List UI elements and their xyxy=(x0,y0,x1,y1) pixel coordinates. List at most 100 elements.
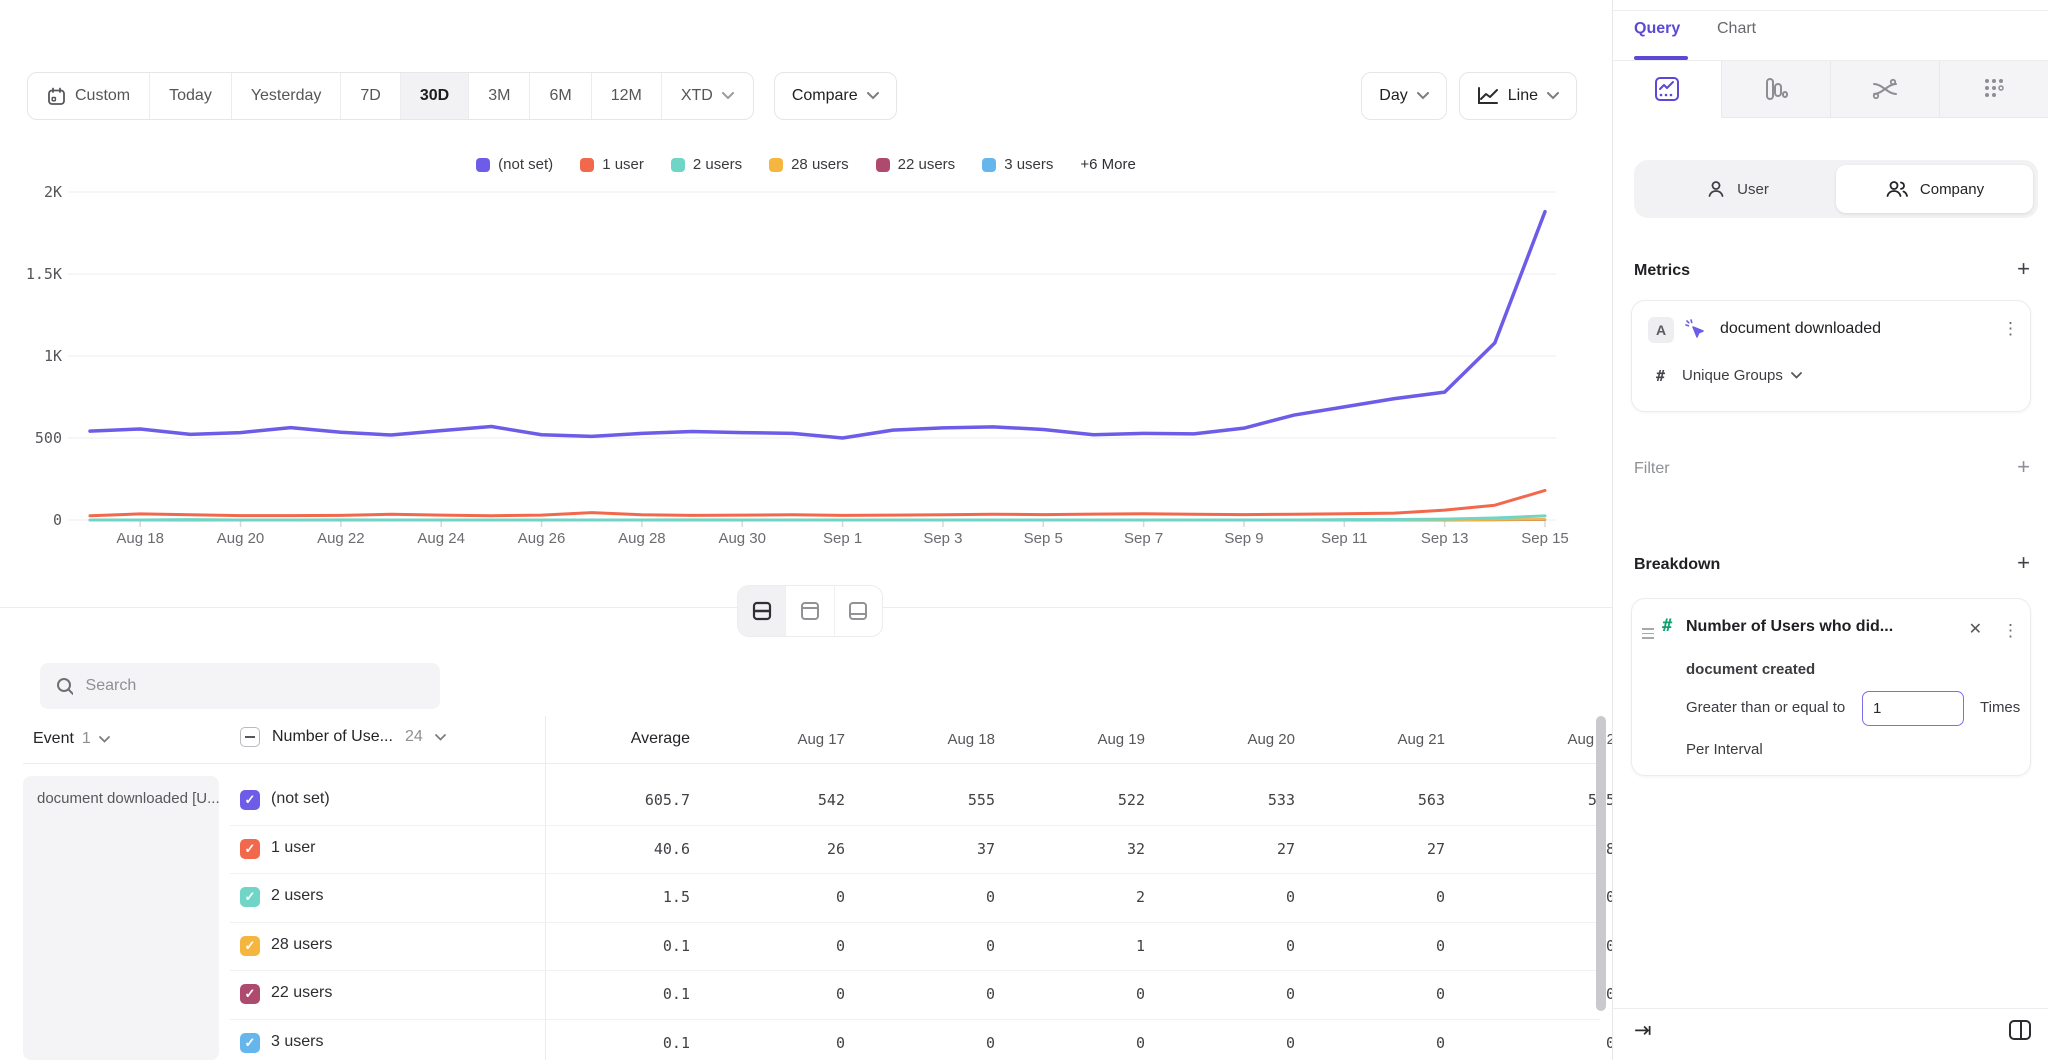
average-column-header: Average xyxy=(540,730,690,748)
flow-mode-icon xyxy=(1871,77,1899,101)
series-value: 0 xyxy=(1470,888,1612,906)
compare-button[interactable]: Compare xyxy=(774,72,897,120)
series-checkbox[interactable]: ✓ xyxy=(240,790,260,810)
remove-breakdown-button[interactable]: ✕ xyxy=(1969,619,1982,639)
series-checkbox[interactable]: ✓ xyxy=(240,887,260,907)
scope-company-label: Company xyxy=(1920,181,1984,198)
company-users-icon xyxy=(1885,179,1909,199)
breakdown-value-input[interactable] xyxy=(1862,691,1964,726)
add-filter-button[interactable]: + xyxy=(2017,456,2030,478)
table-row[interactable]: ✓1 user40.6263732272728 xyxy=(0,825,1612,873)
svg-text:0: 0 xyxy=(53,511,62,529)
series-checkbox[interactable]: ✓ xyxy=(240,1033,260,1053)
series-average: 40.6 xyxy=(540,840,690,858)
mode-flow-button[interactable] xyxy=(1831,61,1940,118)
layout-split-button[interactable] xyxy=(738,586,786,636)
series-checkbox[interactable]: ✓ xyxy=(240,839,260,859)
line-chart-mode-icon xyxy=(1654,76,1680,102)
series-value: 0 xyxy=(1320,937,1470,955)
range-12m-button[interactable]: 12M xyxy=(592,73,662,119)
metric-event-name: document downloaded xyxy=(1720,320,1881,338)
filter-heading: Filter xyxy=(1634,460,1670,478)
event-column-label: Event xyxy=(33,730,74,748)
layout-chart-top-button[interactable] xyxy=(786,586,834,636)
event-column-header[interactable]: Event 1 xyxy=(33,730,110,748)
breakdown-menu-button[interactable]: ⋮ xyxy=(2002,627,2016,635)
svg-text:1K: 1K xyxy=(44,347,62,365)
date-column-header: Aug 20 xyxy=(1170,731,1320,748)
range-3m-button[interactable]: 3M xyxy=(469,73,530,119)
series-value: 0 xyxy=(870,1034,1020,1052)
drag-handle-icon[interactable] xyxy=(1642,625,1654,642)
search-box[interactable] xyxy=(40,663,440,709)
chart-style-dropdown[interactable]: Line xyxy=(1459,72,1577,120)
range-7d-button[interactable]: 7D xyxy=(341,73,400,119)
table-vertical-scrollbar[interactable] xyxy=(1596,716,1606,1011)
chevron-down-icon xyxy=(1791,372,1802,379)
range-6m-button[interactable]: 6M xyxy=(530,73,591,119)
measure-dropdown[interactable]: Unique Groups xyxy=(1682,367,1802,384)
search-input[interactable] xyxy=(86,677,424,695)
tab-chart[interactable]: Chart xyxy=(1717,20,1756,38)
range-30d-button[interactable]: 30D xyxy=(401,73,469,119)
add-breakdown-button[interactable]: + xyxy=(2017,552,2030,574)
select-all-checkbox[interactable] xyxy=(240,727,260,747)
series-value: 27 xyxy=(1170,840,1320,858)
breakdown-card[interactable]: # Number of Users who did... ✕ ⋮ documen… xyxy=(1631,598,2031,776)
series-value: 0 xyxy=(1470,1034,1612,1052)
interval-label: Day xyxy=(1379,87,1407,105)
series-value: 0 xyxy=(1470,937,1612,955)
series-value: 27 xyxy=(1320,840,1470,858)
add-metric-button[interactable]: + xyxy=(2017,258,2030,280)
scope-company-button[interactable]: Company xyxy=(1836,165,2033,213)
collapse-panel-icon[interactable]: ⇥ xyxy=(1634,1018,1652,1043)
metric-menu-button[interactable]: ⋮ xyxy=(2002,325,2016,333)
layout-chart-bottom-button[interactable] xyxy=(835,586,882,636)
series-label: 1 user xyxy=(271,839,315,857)
svg-text:Aug 18: Aug 18 xyxy=(116,530,164,547)
series-average: 0.1 xyxy=(540,985,690,1003)
date-column-header: Aug 17 xyxy=(720,731,870,748)
series-value: 2 xyxy=(1020,888,1170,906)
range-label: XTD xyxy=(681,87,713,105)
chevron-down-icon xyxy=(867,92,879,100)
series-value: 32 xyxy=(1020,840,1170,858)
range-label: 3M xyxy=(488,87,510,105)
breakdown-hash-icon: # xyxy=(1662,616,1672,636)
table-row[interactable]: ✓28 users0.1001000 xyxy=(0,922,1612,970)
range-today-button[interactable]: Today xyxy=(150,73,232,119)
svg-text:Sep 3: Sep 3 xyxy=(923,530,962,547)
series-label: 3 users xyxy=(271,1033,323,1051)
svg-text:Aug 24: Aug 24 xyxy=(417,530,465,547)
chevron-down-icon xyxy=(435,734,446,741)
user-icon xyxy=(1706,179,1726,199)
range-custom-button[interactable]: Custom xyxy=(28,73,150,119)
svg-text:Sep 15: Sep 15 xyxy=(1521,530,1569,547)
table-row[interactable]: ✓22 users0.1000000 xyxy=(0,970,1612,1018)
svg-text:Aug 30: Aug 30 xyxy=(718,530,766,547)
mode-line-chart-button[interactable] xyxy=(1613,61,1722,118)
mode-grid-button[interactable] xyxy=(1940,61,2048,118)
table-row[interactable]: ✓(not set)605.7542555522533563535 xyxy=(0,776,1612,824)
toggle-side-panel-icon[interactable] xyxy=(2008,1018,2032,1042)
query-panel: Query Chart xyxy=(1612,0,2048,1060)
series-value: 28 xyxy=(1470,840,1612,858)
date-range-group: CustomToday Yesterday 7D 30D 3M 6M12M XTD xyxy=(27,72,754,120)
series-checkbox[interactable]: ✓ xyxy=(240,936,260,956)
mode-bar-chart-button[interactable] xyxy=(1722,61,1831,118)
scope-user-button[interactable]: User xyxy=(1639,165,1836,213)
series-value: 533 xyxy=(1170,791,1320,809)
series-checkbox[interactable]: ✓ xyxy=(240,984,260,1004)
range-yesterday-button[interactable]: Yesterday xyxy=(232,73,342,119)
metric-card[interactable]: A document downloaded ⋮ # Unique Groups xyxy=(1631,300,2031,412)
interval-dropdown[interactable]: Day xyxy=(1361,72,1446,120)
range-label: 7D xyxy=(360,87,380,105)
tab-query[interactable]: Query xyxy=(1634,20,1680,38)
table-row[interactable]: ✓2 users1.5002000 xyxy=(0,873,1612,921)
table-row[interactable]: ✓3 users0.1000000 xyxy=(0,1019,1612,1060)
range-xtd-button[interactable]: XTD xyxy=(662,73,753,119)
range-label: Yesterday xyxy=(251,87,322,105)
series-value: 26 xyxy=(720,840,870,858)
svg-text:Sep 7: Sep 7 xyxy=(1124,530,1163,547)
series-column-header[interactable]: Number of Use... 24 xyxy=(240,727,446,747)
